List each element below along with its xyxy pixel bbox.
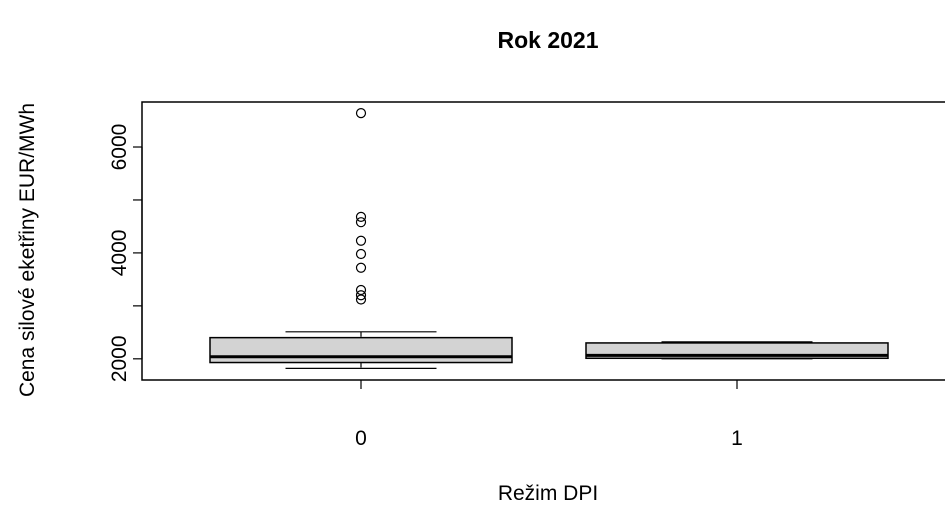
outlier-point — [355, 235, 367, 246]
outlier-point — [355, 108, 367, 119]
box-group — [209, 108, 889, 369]
y-tick-label: 6000 — [108, 124, 131, 171]
outlier-point — [355, 290, 367, 301]
outlier-point — [355, 248, 367, 260]
outlier-point — [355, 217, 367, 228]
outlier-point — [355, 284, 367, 296]
box-iqr — [209, 336, 513, 364]
y-axis: 2000 4000 6000 — [108, 124, 143, 382]
x-tick-label: 0 — [355, 427, 367, 450]
outlier-point — [355, 211, 367, 223]
y-tick-label: 2000 — [108, 335, 131, 382]
chart-title: Rok 2021 — [497, 27, 598, 53]
y-tick-label: 4000 — [108, 230, 131, 277]
x-tick-label: 1 — [731, 427, 743, 450]
y-axis-label: Cena silové eketřiny EUR/MWh — [16, 103, 39, 397]
outlier-point — [355, 262, 367, 273]
x-axis-label: Režim DPI — [498, 482, 598, 505]
